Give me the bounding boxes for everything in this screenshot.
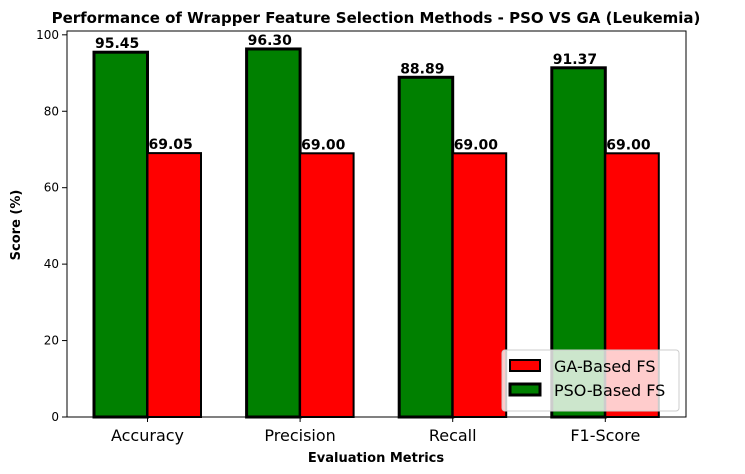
ga-value-label-precision: 69.00 [301, 137, 346, 153]
ga-value-label-accuracy: 69.05 [149, 137, 193, 153]
ga-bar-accuracy [146, 152, 202, 419]
x-axis-label: Evaluation Metrics [308, 451, 445, 466]
ga-legend-swatch [509, 359, 541, 372]
y-tick-label: 0 [51, 410, 59, 424]
x-tick-label-accuracy: Accuracy [111, 426, 184, 445]
y-tick-label: 60 [44, 181, 59, 195]
ga-bar-recall [451, 152, 508, 418]
x-tick-label-f1-score: F1-Score [570, 426, 640, 445]
ga-value-label-recall: 69.00 [454, 137, 499, 153]
pso-legend-swatch [508, 382, 542, 397]
x-tick-label-precision: Precision [264, 426, 335, 445]
y-tick-label: 40 [44, 257, 59, 271]
pso-value-label-recall: 88.89 [400, 61, 444, 77]
legend: GA-Based FS PSO-Based FS [501, 349, 680, 412]
pso-value-label-precision: 96.30 [248, 33, 293, 49]
y-tick-label: 80 [44, 104, 59, 118]
pso-bar-accuracy [92, 50, 149, 419]
legend-box [501, 349, 680, 412]
pso-bar-recall [397, 75, 455, 419]
ga-value-label-f1-score: 69.00 [606, 137, 651, 153]
ga-bar-precision [299, 152, 355, 418]
y-axis-label: Score (%) [9, 190, 24, 261]
y-tick-label: 100 [36, 28, 59, 42]
chart-title: Performance of Wrapper Feature Selection… [52, 9, 701, 27]
y-tick-label: 20 [44, 334, 59, 348]
x-tick-label-recall: Recall [429, 426, 477, 445]
pso-legend-label: PSO-Based FS [554, 381, 665, 400]
ga-legend-label: GA-Based FS [554, 357, 655, 376]
pso-value-label-accuracy: 95.45 [95, 36, 139, 52]
plot-frame [66, 30, 687, 418]
pso-bar-precision [245, 47, 302, 419]
pso-value-label-f1-score: 91.37 [553, 52, 597, 68]
